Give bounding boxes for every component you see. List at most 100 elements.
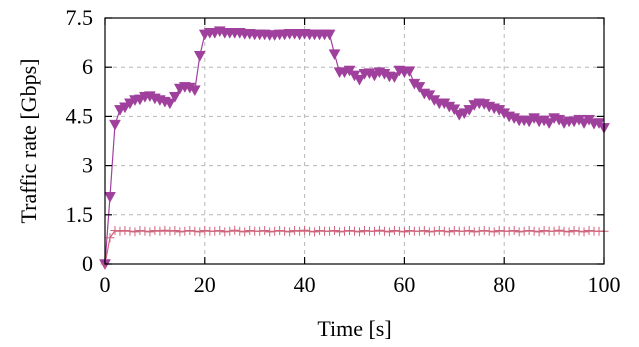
data-point [459,226,469,236]
data-point [424,227,434,237]
series-layer [99,26,610,271]
data-point [328,49,341,61]
data-point [379,226,389,236]
data-point [280,226,290,236]
series-0 [99,26,610,271]
data-point [300,225,310,235]
data-point [130,227,140,237]
data-point [514,227,524,237]
x-tick-label: 60 [393,272,415,297]
x-tick-label: 0 [100,272,111,297]
data-point [190,226,200,236]
data-point [109,119,121,131]
data-point [260,226,270,236]
data-point [110,226,120,236]
data-point [524,226,534,236]
data-point [419,226,429,236]
data-point [295,226,305,236]
y-tick-label: 7.5 [66,5,94,30]
data-point [359,226,369,236]
data-point [135,226,145,236]
data-point [384,227,394,237]
data-point [104,192,116,203]
y-axis-label: Traffic rate [Gbps] [16,59,41,224]
data-point [305,226,315,236]
data-point [404,226,414,236]
data-point [494,226,504,236]
data-point [265,227,275,237]
data-point [170,226,180,236]
data-point [489,227,499,237]
data-point [463,105,476,116]
data-point [195,227,205,237]
data-point [354,227,364,237]
data-point [369,226,379,236]
data-point [180,226,190,236]
data-point [200,226,210,236]
y-tick-label: 3 [82,153,93,178]
data-point [474,226,484,236]
data-point [193,50,206,62]
data-point [165,226,175,236]
data-point [564,227,574,237]
data-point [389,226,399,236]
data-point [394,226,404,236]
data-point [413,82,426,93]
data-point [429,226,439,236]
data-point [230,225,240,235]
data-point [549,226,559,236]
data-point [519,226,529,236]
series-1 [100,225,609,269]
data-point [235,226,245,236]
data-point [403,66,416,78]
data-point [150,226,160,236]
data-point [105,233,115,243]
data-point [210,226,220,236]
data-point [539,226,549,236]
data-point [353,74,366,86]
x-tick-label: 100 [588,272,621,297]
data-point [245,226,255,236]
data-point [448,104,461,116]
data-point [449,226,459,236]
data-point [469,227,479,237]
data-point [160,225,170,235]
data-point [484,226,494,236]
data-point [529,226,539,236]
x-tick-label: 20 [194,272,216,297]
data-point [584,226,594,236]
data-point [325,226,335,236]
data-point [240,227,250,237]
data-point [188,85,201,97]
data-point [175,227,185,237]
data-point [444,227,454,237]
data-point [574,226,584,236]
data-point [399,227,409,237]
data-point [345,226,355,236]
x-tick-label: 40 [294,272,316,297]
data-point [220,227,230,237]
data-point [163,98,176,110]
data-point [479,226,489,236]
data-point [120,226,130,236]
data-point [388,72,401,84]
x-axis-label: Time [s] [317,316,391,341]
data-point [215,226,225,236]
data-point [315,226,325,236]
data-point [350,226,359,236]
data-point [335,227,345,237]
data-point [225,226,235,236]
data-point [509,226,519,236]
data-point [330,226,340,236]
data-point [270,226,280,236]
data-point [554,225,564,235]
y-tick-label: 4.5 [66,103,94,128]
data-point [374,225,384,235]
data-point [464,226,474,236]
data-point [504,226,514,236]
data-point [434,226,444,236]
data-point [579,227,589,237]
data-point [543,118,556,129]
data-point [310,227,320,237]
data-point [255,226,265,236]
